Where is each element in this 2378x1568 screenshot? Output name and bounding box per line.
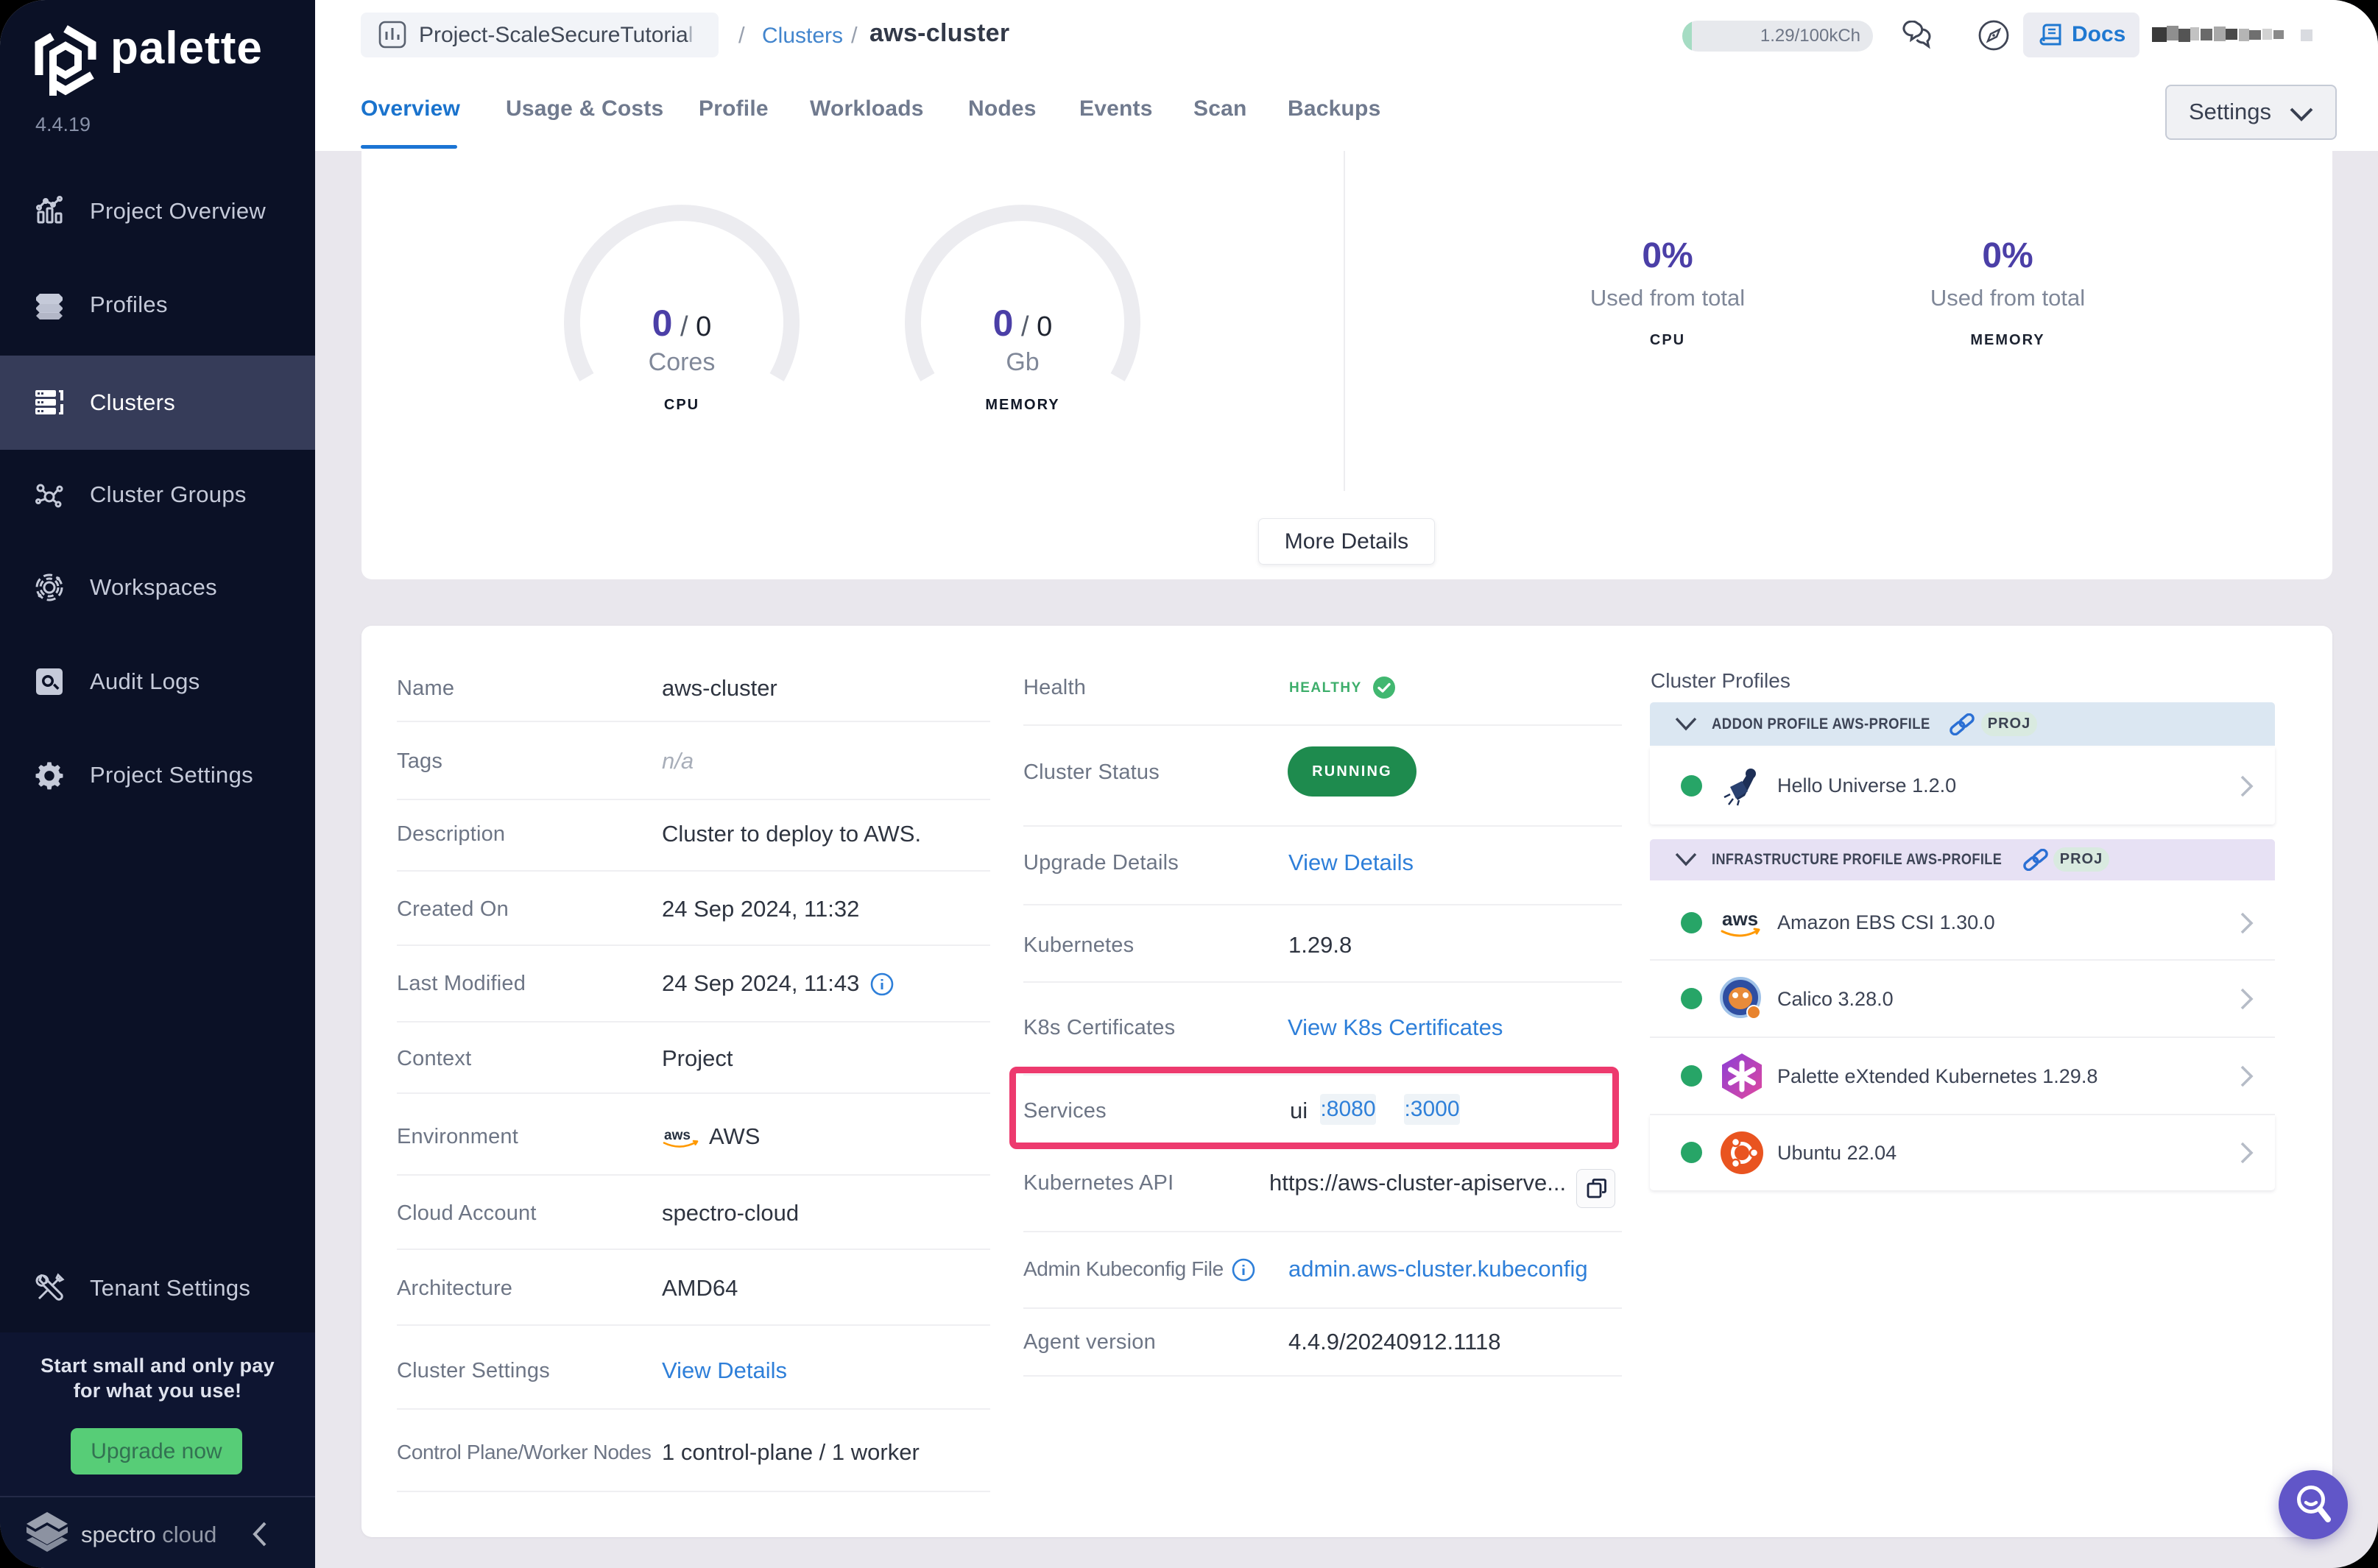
svg-text:aws: aws <box>664 1128 691 1143</box>
svg-text:aws: aws <box>1722 908 1758 930</box>
